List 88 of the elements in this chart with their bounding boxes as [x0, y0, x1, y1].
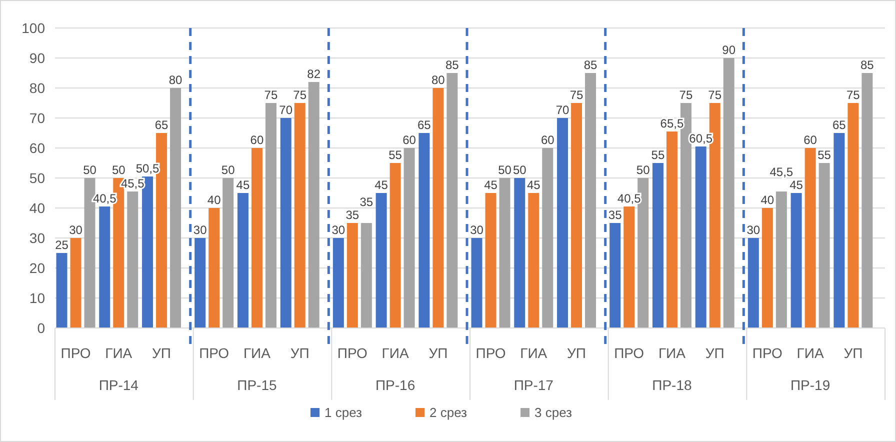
x-tick-label: ПРО: [199, 345, 230, 361]
x-tick-label: УП: [152, 345, 171, 361]
data-label: 75: [570, 88, 584, 102]
data-label: 55: [818, 148, 832, 162]
data-label: 30: [193, 223, 208, 237]
data-label: 40: [207, 193, 222, 207]
x-tick-label: ПРО: [337, 345, 368, 361]
y-tick-label: 60: [29, 140, 46, 156]
data-label: 45: [484, 178, 498, 192]
x-tick-label: ГИА: [520, 345, 548, 361]
x-tick-label: УП: [567, 345, 586, 361]
data-label: 50: [112, 163, 126, 177]
data-label: 60: [250, 133, 264, 147]
y-tick-label: 90: [29, 50, 46, 66]
y-tick-label: 70: [29, 110, 46, 126]
legend-label: 1 срез: [324, 405, 362, 420]
data-label: 70: [279, 103, 293, 117]
x-tick-label: ПРО: [476, 345, 506, 361]
x-tick-label: УП: [290, 345, 310, 361]
x-tick-label: УП: [705, 345, 724, 361]
text: ПР-19: [790, 377, 830, 393]
data-label: 50: [221, 163, 236, 177]
data-label: 85: [860, 58, 874, 72]
x-tick-label: ПРО: [60, 345, 91, 361]
data-label: 80: [432, 73, 446, 87]
data-label: 60: [540, 133, 555, 147]
text: ПР-18: [652, 377, 692, 393]
data-label: 30: [746, 223, 760, 237]
y-tick-label: 30: [29, 230, 46, 246]
x-tick-label: ГИА: [796, 345, 824, 361]
text: ПР-15: [237, 377, 277, 393]
data-label: 35: [360, 195, 374, 209]
y-tick-label: 50: [29, 170, 46, 186]
y-tick-label: 10: [29, 290, 46, 306]
data-label: 45: [526, 178, 541, 192]
data-label: 50: [498, 163, 512, 177]
data-label: 40,5: [617, 192, 642, 206]
data-label: 75: [293, 88, 307, 102]
data-label: 35: [608, 208, 622, 222]
data-label: 25: [55, 238, 69, 252]
data-label: 70: [556, 103, 570, 117]
data-label: 45: [236, 178, 250, 192]
y-tick-label: 20: [29, 260, 46, 276]
data-label: 65: [154, 118, 169, 132]
data-label: 60: [402, 133, 416, 147]
text: ПР-14: [98, 377, 139, 393]
data-label: 82: [307, 67, 321, 81]
data-label: 55: [388, 148, 402, 162]
x-tick-label: ГИА: [243, 345, 272, 361]
data-label: 75: [679, 88, 693, 102]
y-tick-label: 100: [22, 20, 46, 36]
data-label: 30: [470, 223, 484, 237]
y-tick-label: 40: [29, 200, 46, 216]
data-label: 85: [446, 58, 460, 72]
y-tick-label: 80: [29, 80, 46, 96]
data-label: 40: [760, 193, 774, 207]
x-tick-label: ПРО: [752, 345, 783, 361]
data-label: 30: [332, 223, 346, 237]
x-tick-label: ПРО: [614, 345, 644, 361]
data-label: 65: [418, 118, 432, 132]
data-label: 35: [346, 208, 360, 222]
text: ПР-17: [514, 377, 554, 393]
data-label: 50: [636, 163, 650, 177]
x-tick-label: ГИА: [105, 345, 133, 361]
data-label: 45: [790, 178, 804, 192]
legend-label: 2 срез: [430, 405, 468, 420]
legend-label: 3 срез: [534, 405, 572, 420]
data-label: 80: [168, 73, 183, 87]
data-label: 75: [708, 88, 722, 102]
data-label: 60: [804, 133, 818, 147]
data-label: 50: [512, 163, 527, 177]
x-tick-label: ГИА: [658, 345, 686, 361]
data-label: 65: [832, 118, 846, 132]
x-tick-label: ГИА: [382, 345, 410, 361]
x-tick-label: УП: [844, 345, 863, 361]
data-label: 75: [264, 88, 278, 102]
data-label: 85: [584, 58, 598, 72]
y-tick-label: 0: [37, 320, 46, 336]
data-label: 55: [651, 148, 665, 162]
x-tick-label: УП: [428, 345, 448, 361]
data-label: 45: [374, 178, 388, 192]
data-label: 90: [722, 43, 736, 57]
data-label: 50: [83, 163, 97, 177]
data-label: 30: [69, 223, 83, 237]
text: ПР-16: [375, 377, 416, 393]
data-label: 65,5: [660, 116, 684, 130]
data-label: 75: [846, 88, 860, 102]
data-label: 45,5: [770, 165, 794, 179]
